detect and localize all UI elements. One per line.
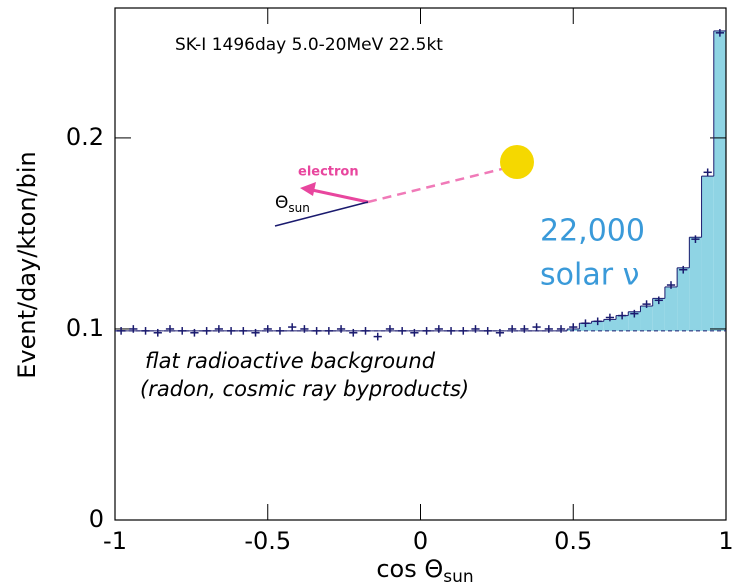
direction-line: [274, 201, 369, 227]
signal-fill: [640, 306, 653, 331]
signal-fill: [701, 176, 714, 331]
background-note: flat radioactive background: [145, 349, 436, 373]
chart-title: SK-I 1496day 5.0-20MeV 22.5kt: [175, 35, 443, 55]
sun-icon: [500, 145, 534, 179]
theta-symbol: Θ: [275, 193, 288, 213]
signal-fill: [677, 267, 690, 331]
y-tick-label: 0.1: [66, 314, 104, 342]
electron-arrow: [311, 188, 369, 204]
signal-fill: [689, 237, 702, 331]
arrow-head: [300, 182, 316, 196]
x-tick-label: -1: [103, 527, 127, 555]
signal-fill: [713, 30, 726, 331]
x-label-sub: sun: [443, 567, 473, 584]
neutrino-path: [367, 165, 511, 204]
theta-label: Θsun: [275, 193, 310, 215]
x-tick-label: -0.5: [244, 527, 291, 555]
y-axis-label: Event/day/kton/bin: [13, 151, 41, 378]
x-tick-label: 0: [413, 527, 428, 555]
signal-fill: [628, 311, 641, 331]
electron-label: electron: [298, 165, 359, 180]
background-note: (radon, cosmic ray byproducts): [140, 377, 469, 401]
signal-fill: [603, 319, 617, 331]
signal-fill: [591, 321, 604, 331]
count-label: 22,000: [540, 214, 645, 249]
y-tick-label: 0: [89, 505, 104, 533]
x-axis-label: cos Θsun: [376, 555, 473, 584]
signal-fill: [664, 286, 678, 331]
signal-fill: [616, 315, 629, 331]
x-label-main: cos Θ: [376, 555, 443, 583]
y-tick-label: 0.2: [66, 123, 104, 151]
signal-fill: [652, 298, 665, 331]
x-tick-label: 1: [718, 527, 732, 555]
x-tick-label: 0.5: [554, 527, 592, 555]
theta-sub: sun: [288, 201, 309, 215]
solar-label: solar ν: [540, 258, 639, 293]
